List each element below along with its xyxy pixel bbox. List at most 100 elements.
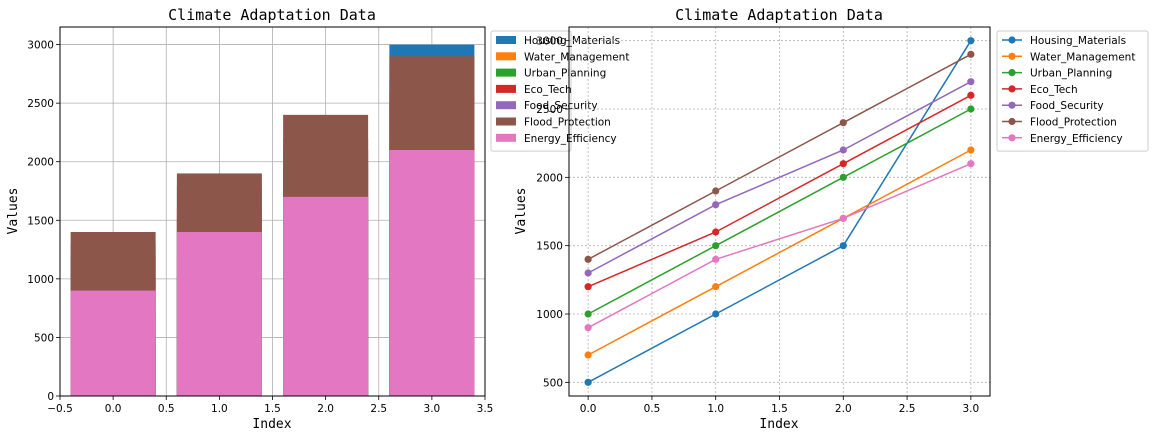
bar-chart-title: Climate Adaptation Data <box>168 6 376 24</box>
point-urban-planning <box>712 242 720 250</box>
y-tick-label: 500 <box>543 377 563 389</box>
point-eco-tech <box>839 160 847 168</box>
point-housing-materials <box>839 242 847 250</box>
x-tick-label: 0.0 <box>105 403 122 415</box>
point-water-management <box>967 146 975 154</box>
bar-chart-ylabel: Values <box>6 188 21 235</box>
point-food-security <box>712 201 720 209</box>
x-tick-label: 0.5 <box>644 403 661 415</box>
point-flood-protection <box>712 187 720 195</box>
line-chart-title: Climate Adaptation Data <box>675 6 883 24</box>
y-tick-label: 1000 <box>27 274 54 286</box>
legend-label: Food_Security <box>1030 100 1104 112</box>
point-housing-materials <box>967 37 975 45</box>
x-tick-label: 2.0 <box>835 403 852 415</box>
x-tick-label: 2.5 <box>899 403 916 415</box>
point-flood-protection <box>839 119 847 127</box>
legend-swatch <box>496 84 516 93</box>
legend-label: Water_Management <box>1030 51 1135 63</box>
legend-marker <box>1008 36 1016 44</box>
bar-energy-efficiency <box>283 196 369 396</box>
x-tick-label: 2.5 <box>370 403 387 415</box>
point-flood-protection <box>967 50 975 58</box>
legend-label: Energy_Efficiency <box>524 133 617 145</box>
point-eco-tech <box>584 283 592 291</box>
y-tick-label: 3000 <box>27 40 54 52</box>
x-tick-label: 0.5 <box>158 403 175 415</box>
y-tick-label: 2000 <box>27 157 54 169</box>
legend-swatch <box>496 36 516 44</box>
legend-swatch <box>496 117 516 126</box>
bar-energy-efficiency <box>389 150 475 396</box>
point-energy-efficiency <box>712 255 720 263</box>
legend-box <box>996 30 1149 152</box>
legend-swatch <box>496 101 516 110</box>
point-energy-efficiency <box>839 214 847 222</box>
x-tick-label: 2.0 <box>317 403 334 415</box>
legend-label: Energy_Efficiency <box>1030 133 1123 145</box>
x-tick-label: 1.5 <box>771 403 788 415</box>
x-tick-label: 1.0 <box>211 403 228 415</box>
bar-chart-panel: Climate Adaptation Data Index Values −0.… <box>6 6 629 432</box>
legend-marker <box>1008 101 1016 109</box>
y-tick-label: 2500 <box>536 104 563 116</box>
point-water-management <box>584 351 592 359</box>
point-eco-tech <box>967 91 975 99</box>
legend-label: Housing_Materials <box>1030 35 1126 47</box>
x-tick-label: 3.0 <box>963 403 980 415</box>
point-energy-efficiency <box>584 324 592 332</box>
bar-energy-efficiency <box>70 290 156 396</box>
point-food-security <box>584 269 592 277</box>
x-tick-label: 1.0 <box>707 403 724 415</box>
point-housing-materials <box>584 378 592 386</box>
line-water-management <box>587 149 972 356</box>
line-chart-xlabel: Index <box>759 417 798 432</box>
line-flood-protection <box>587 53 972 260</box>
point-housing-materials <box>712 310 720 318</box>
legend-marker <box>1008 134 1016 142</box>
y-tick-label: 1000 <box>536 309 563 321</box>
y-tick-label: 3000 <box>536 36 563 48</box>
line-eco-tech <box>587 94 972 288</box>
line-food-security <box>587 81 972 274</box>
legend-label: Flood_Protection <box>1030 117 1117 129</box>
bar-chart-xlabel: Index <box>252 417 291 432</box>
point-energy-efficiency <box>967 160 975 168</box>
x-tick-label: 0.0 <box>580 403 597 415</box>
point-urban-planning <box>839 173 847 181</box>
legend-label: Urban_Planning <box>524 68 606 80</box>
legend-label: Eco_Tech <box>524 84 572 96</box>
legend-swatch <box>496 133 516 142</box>
line-chart-panel: Climate Adaptation Data Index Values 0.0… <box>514 6 1149 432</box>
y-tick-label: 2500 <box>27 98 54 110</box>
bar-energy-efficiency <box>176 232 262 396</box>
y-tick-label: 1500 <box>27 215 54 227</box>
legend-marker <box>1008 52 1016 60</box>
point-water-management <box>712 283 720 291</box>
legend-label: Urban_Planning <box>1030 68 1112 80</box>
point-food-security <box>967 78 975 86</box>
legend-label: Water_Management <box>524 51 629 63</box>
legend-marker <box>1008 85 1016 93</box>
x-tick-label: 1.5 <box>264 403 281 415</box>
point-urban-planning <box>584 310 592 318</box>
legend-marker <box>1008 69 1016 77</box>
line-chart-ylabel: Values <box>514 188 529 235</box>
point-eco-tech <box>712 228 720 236</box>
legend-label: Flood_Protection <box>524 117 611 129</box>
x-tick-label: 3.5 <box>477 403 494 415</box>
legend-swatch <box>496 68 516 77</box>
x-tick-label: −0.5 <box>47 403 73 415</box>
legend-marker <box>1008 117 1016 126</box>
point-flood-protection <box>584 255 592 263</box>
legend-swatch <box>496 52 516 61</box>
y-tick-label: 500 <box>34 332 54 344</box>
y-tick-label: 0 <box>47 391 54 403</box>
point-food-security <box>839 146 847 154</box>
y-tick-label: 1500 <box>536 241 563 253</box>
y-tick-label: 2000 <box>536 172 563 184</box>
line-energy-efficiency <box>587 162 972 329</box>
legend-label: Food_Security <box>524 100 598 112</box>
x-tick-label: 3.0 <box>424 403 441 415</box>
